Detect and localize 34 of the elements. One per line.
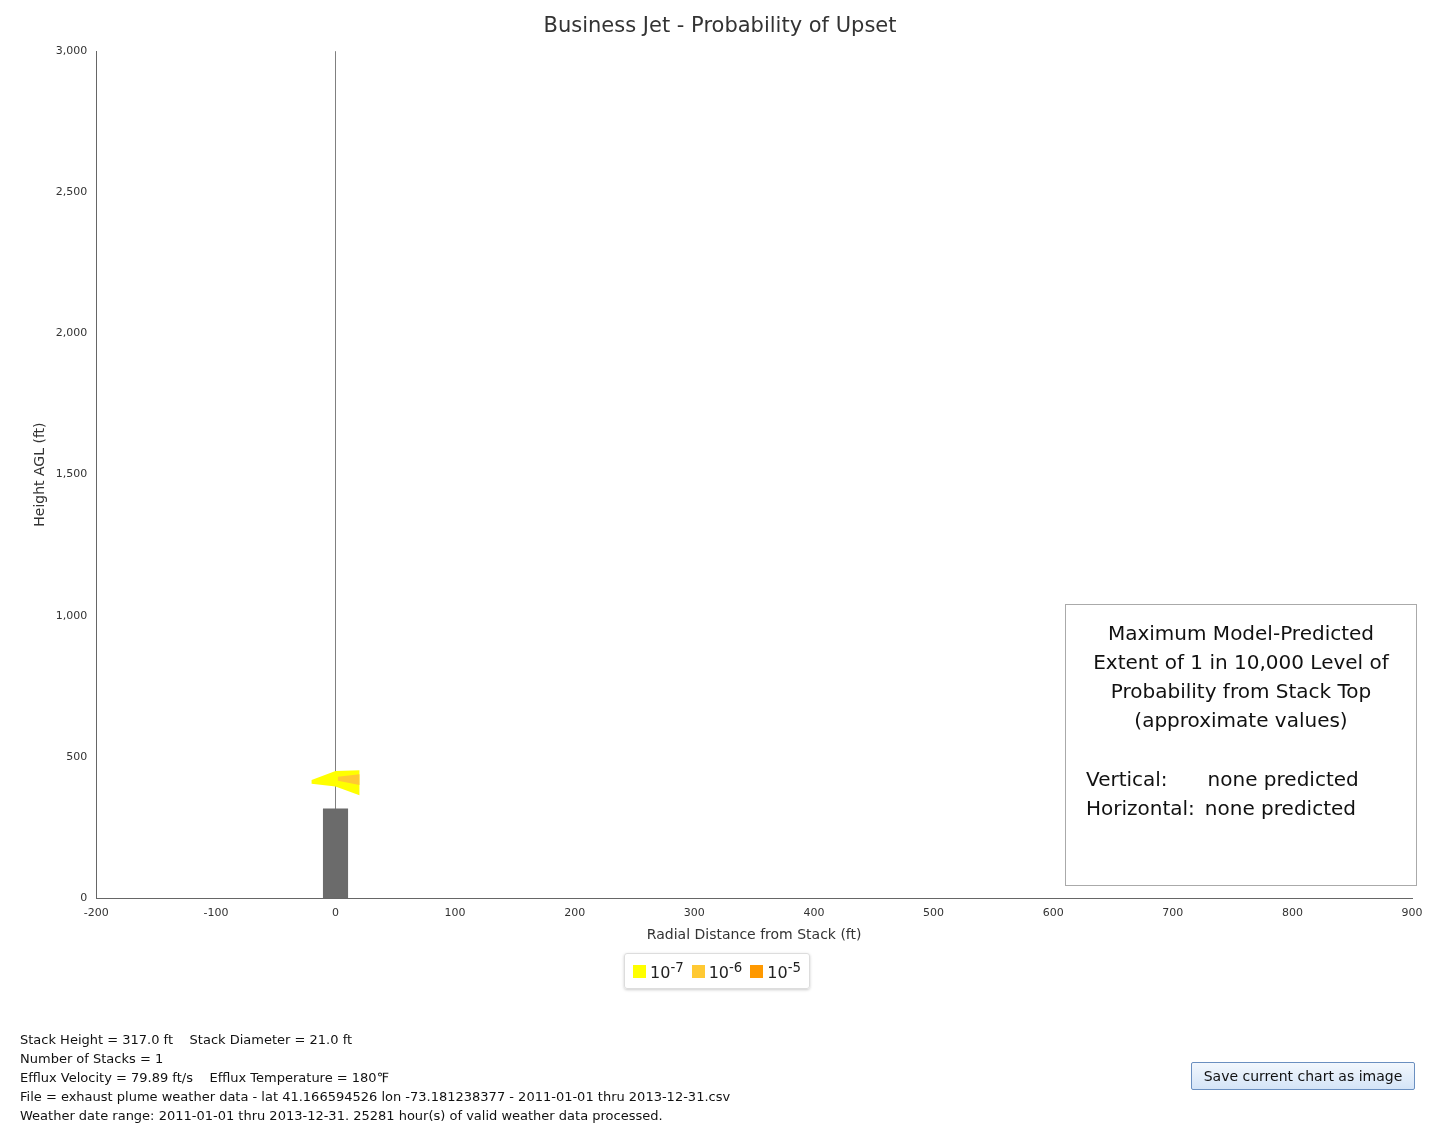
- legend-label: 10$^{-6}$: [708, 960, 743, 983]
- y-tick-label: 0: [80, 890, 88, 904]
- legend-label: 10$^{-5}$: [767, 960, 801, 983]
- x-tick-label: 300: [683, 906, 705, 920]
- x-tick-label: 200: [564, 906, 586, 920]
- text: Efflux Velocity = 79.89 ft/s Efflux Temperature = 180℉: [20, 1069, 390, 1087]
- text: Weather date range: 2011-01-01 thru 2013-12-31. 25281 hour(s) of valid weather data processed.: [20, 1107, 664, 1125]
- x-tick-label: 800: [1281, 906, 1303, 920]
- y-axis-title: Height AGL (ft): [31, 422, 48, 527]
- x-tick-label: -100: [203, 906, 229, 920]
- y-tick-label: 500: [66, 749, 88, 763]
- text: Number of Stacks = 1: [20, 1050, 165, 1068]
- x-tick-label: 600: [1042, 906, 1064, 920]
- x-tick-label: 100: [444, 906, 466, 920]
- y-tick-label: 1,000: [55, 608, 88, 622]
- x-tick-label: 900: [1401, 906, 1423, 920]
- text: File = exhaust plume weather data - lat 41.166594526 lon -73.181238377 - 2011-01-01 thru 2013-12-31.csv: [20, 1088, 731, 1106]
- x-tick-label: -200: [83, 906, 109, 920]
- chart-title: Business Jet - Probability of Upset: [543, 13, 897, 38]
- x-axis-title: Radial Distance from Stack (ft): [646, 926, 862, 943]
- y-tick-label: 2,500: [55, 185, 88, 199]
- x-tick-label: 700: [1162, 906, 1184, 920]
- text: Stack Height = 317.0 ft Stack Diameter = 21.0 ft: [20, 1031, 354, 1049]
- annotation: Horizontal: none predicted: [1086, 795, 1357, 822]
- y-tick-label: 2,000: [55, 326, 88, 340]
- y-tick-label: 3,000: [55, 44, 88, 58]
- y-tick-label: 1,500: [55, 467, 88, 481]
- x-tick-label: 0: [332, 906, 340, 920]
- annotation: Maximum Model-Predicted Extent of 1 in 10,000 Level of Probability from Stack Top (approximate values): [1092, 620, 1391, 734]
- annotation: Vertical: none predicted: [1086, 766, 1360, 793]
- x-tick-label: 400: [803, 906, 825, 920]
- legend-label: 10$^{-7}$: [650, 960, 684, 983]
- x-tick-label: 500: [923, 906, 945, 920]
- save-button: Save current chart as image: [1191, 1062, 1415, 1090]
